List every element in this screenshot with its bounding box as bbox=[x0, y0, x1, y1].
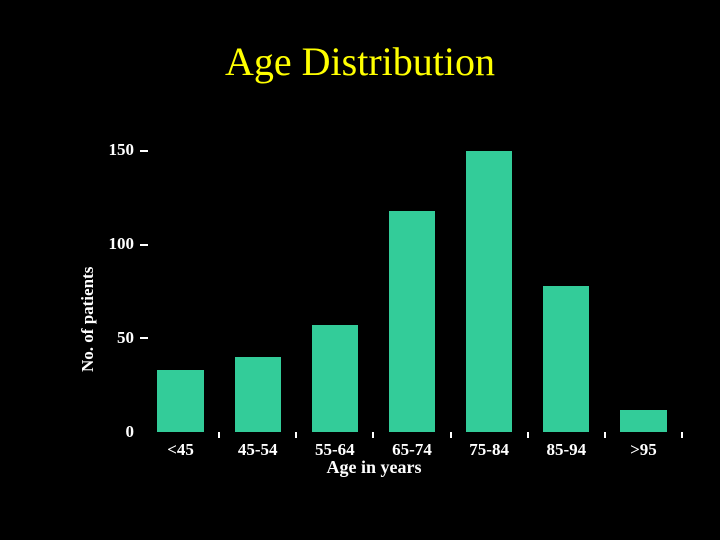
bar bbox=[312, 325, 358, 432]
plot-area bbox=[142, 132, 682, 432]
x-tick-mark bbox=[372, 432, 374, 438]
bar bbox=[389, 211, 435, 432]
bar bbox=[620, 410, 666, 433]
x-tick-mark bbox=[450, 432, 452, 438]
y-tick-mark bbox=[140, 244, 148, 246]
bar bbox=[157, 370, 203, 432]
chart-area: 050100150<4545-5455-6465-7475-8485-94>95 bbox=[64, 120, 684, 480]
bar bbox=[466, 151, 512, 432]
y-tick-label: 50 bbox=[90, 328, 134, 348]
x-tick-mark bbox=[295, 432, 297, 438]
x-axis-label: Age in years bbox=[64, 457, 684, 478]
y-tick-label: 0 bbox=[90, 422, 134, 442]
slide: Age Distribution No. of patients 0501001… bbox=[0, 0, 720, 540]
y-tick-label: 100 bbox=[90, 234, 134, 254]
bar bbox=[543, 286, 589, 432]
chart-title: Age Distribution bbox=[0, 38, 720, 85]
y-tick-mark bbox=[140, 150, 148, 152]
chart-wrap: No. of patients 050100150<4545-5455-6465… bbox=[64, 120, 684, 480]
x-tick-mark bbox=[681, 432, 683, 438]
y-tick-label: 150 bbox=[90, 140, 134, 160]
bar bbox=[235, 357, 281, 432]
x-tick-mark bbox=[604, 432, 606, 438]
x-tick-mark bbox=[218, 432, 220, 438]
x-tick-mark bbox=[527, 432, 529, 438]
y-tick-mark bbox=[140, 337, 148, 339]
